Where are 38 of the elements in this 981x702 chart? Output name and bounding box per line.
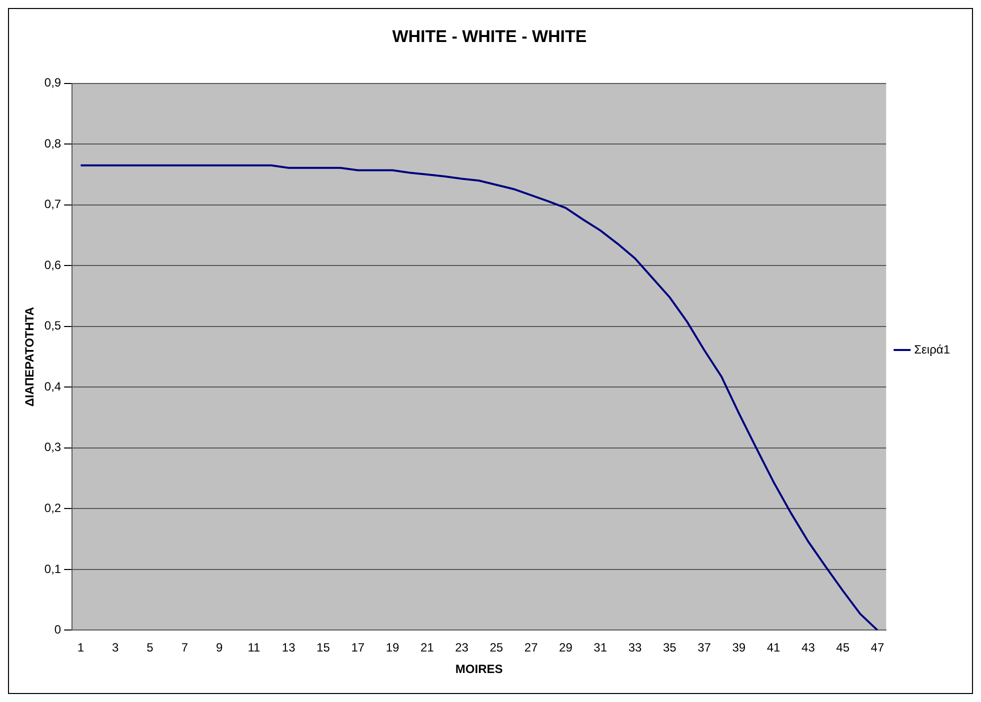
y-tick-label: 0,7 [44,197,62,212]
y-tick-label: 0,3 [44,440,62,454]
y-tick-label: 0,9 [44,76,62,90]
y-tick-label: 0,4 [44,379,62,394]
y-axis-title: ΔΙΑΠΕΡΑΤΟΤΗΤΑ [22,306,37,407]
x-tick-label: 37 [698,640,712,655]
y-tick-label: 0,2 [44,501,62,515]
x-tick-label: 1 [77,640,84,655]
x-tick-label: 35 [662,640,677,655]
y-tick-label: 0,5 [44,318,62,333]
x-tick-label: 39 [732,640,746,655]
x-tick-label: 15 [316,640,330,655]
x-tick-label: 33 [628,640,642,655]
x-tick-label: 3 [112,640,120,655]
y-tick-label: 0,8 [44,136,62,150]
x-tick-label: 23 [455,640,469,655]
x-tick-label: 25 [490,640,504,655]
x-tick-label: 11 [248,640,260,655]
x-tick-label: 45 [836,640,850,655]
x-tick-label: 7 [181,640,188,655]
y-tick-label: 0,6 [44,258,62,272]
y-tick-label: 0 [54,622,62,637]
x-tick-label: 27 [524,640,538,655]
y-tick-label: 0,1 [44,562,62,576]
x-axis-title: MOIRES [455,662,503,676]
x-tick-label: 47 [870,640,884,655]
legend-label: Σειρά1 [914,342,950,356]
x-tick-label: 31 [594,640,608,655]
chart-title: WHITE - WHITE - WHITE [392,26,587,46]
x-tick-label: 29 [559,640,573,655]
x-tick-label: 41 [766,640,781,655]
x-tick-label: 13 [282,640,296,655]
x-tick-label: 19 [386,640,400,655]
x-tick-label: 21 [420,640,434,655]
x-tick-label: 5 [146,640,154,655]
x-tick-label: 43 [802,640,816,655]
x-tick-label: 9 [216,640,223,655]
x-tick-label: 17 [351,640,365,655]
